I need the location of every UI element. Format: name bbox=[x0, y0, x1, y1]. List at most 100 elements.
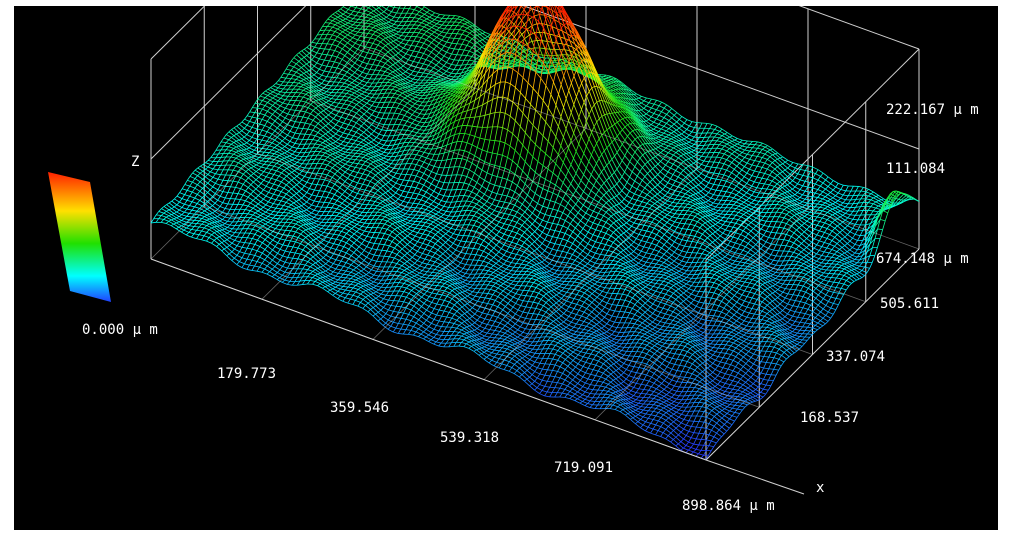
mesh-line bbox=[668, 168, 671, 172]
mesh-line bbox=[732, 136, 737, 139]
mesh-line bbox=[777, 201, 780, 204]
mesh-line bbox=[371, 27, 374, 30]
mesh-line bbox=[381, 6, 386, 9]
mesh-line bbox=[653, 158, 658, 164]
mesh-line bbox=[740, 148, 745, 150]
mesh-line bbox=[797, 221, 802, 225]
mesh-line bbox=[444, 79, 449, 81]
mesh-line bbox=[775, 167, 778, 169]
mesh-line bbox=[699, 133, 702, 138]
mesh-line bbox=[804, 232, 809, 236]
mesh-line bbox=[404, 40, 409, 41]
mesh-line bbox=[814, 239, 819, 241]
mesh-line bbox=[467, 28, 472, 31]
mesh-line bbox=[370, 43, 373, 48]
mesh-line bbox=[729, 193, 732, 197]
mesh-line bbox=[825, 212, 828, 214]
mesh-line bbox=[828, 177, 833, 181]
mesh-line bbox=[732, 141, 737, 144]
mesh-line bbox=[447, 29, 450, 33]
mesh-line bbox=[412, 13, 417, 14]
mesh-line bbox=[845, 228, 850, 232]
mesh-line bbox=[747, 144, 750, 147]
mesh-line bbox=[389, 12, 392, 15]
mesh-line bbox=[855, 240, 858, 244]
mesh-line bbox=[729, 162, 732, 165]
mesh-line bbox=[703, 189, 708, 192]
mesh-line bbox=[425, 7, 430, 10]
mesh-line bbox=[692, 137, 695, 140]
mesh-line bbox=[747, 159, 750, 163]
mesh-line bbox=[656, 149, 661, 153]
mesh-line bbox=[353, 11, 358, 12]
mesh-line bbox=[734, 189, 739, 192]
mesh-line bbox=[835, 220, 840, 224]
mesh-line bbox=[401, 68, 406, 72]
mesh-line bbox=[350, 46, 353, 49]
mesh-line bbox=[641, 103, 646, 106]
mesh-line bbox=[765, 147, 770, 150]
mesh-line bbox=[398, 43, 401, 45]
mesh-line bbox=[441, 56, 444, 59]
mesh-line bbox=[421, 64, 424, 68]
mesh-line bbox=[731, 183, 736, 186]
mesh-line bbox=[704, 161, 709, 162]
mesh-line bbox=[852, 253, 855, 255]
mesh-line bbox=[396, 25, 399, 28]
mesh-line bbox=[398, 51, 401, 53]
mesh-line bbox=[885, 213, 888, 221]
mesh-line bbox=[406, 45, 411, 46]
mesh-line bbox=[803, 175, 808, 176]
mesh-line bbox=[363, 33, 368, 34]
mesh-line bbox=[424, 43, 429, 46]
mesh-line bbox=[722, 142, 727, 144]
mesh-line bbox=[444, 33, 447, 37]
mesh-line bbox=[805, 215, 808, 217]
mesh-line bbox=[823, 180, 826, 183]
mesh-line bbox=[442, 40, 447, 42]
mesh-line bbox=[704, 133, 707, 138]
mesh-line bbox=[838, 207, 843, 209]
mesh-line bbox=[727, 170, 732, 173]
mesh-line bbox=[736, 200, 739, 202]
mesh-line bbox=[817, 241, 820, 245]
mesh-line bbox=[782, 203, 785, 205]
mesh-line bbox=[384, 9, 387, 12]
mesh-line bbox=[651, 125, 656, 127]
mesh-line bbox=[701, 164, 706, 166]
mesh-line bbox=[744, 195, 749, 198]
axis-grid bbox=[151, 6, 919, 460]
mesh-line bbox=[822, 218, 827, 220]
mesh-line bbox=[608, 81, 613, 83]
mesh-line bbox=[664, 123, 667, 126]
mesh-line bbox=[845, 218, 848, 220]
mesh-line bbox=[439, 49, 442, 52]
mesh-line bbox=[707, 123, 712, 124]
mesh-line bbox=[828, 201, 833, 204]
mesh-line bbox=[745, 157, 750, 159]
mesh-line bbox=[403, 54, 406, 57]
plot-viewport[interactable]: Z x 222.167 µ m 111.084 674.148 µ m 505.… bbox=[14, 6, 998, 530]
mesh-line bbox=[832, 214, 835, 215]
mesh-line bbox=[735, 145, 740, 148]
mesh-line bbox=[706, 166, 711, 167]
surface-plot[interactable]: Z x 222.167 µ m 111.084 674.148 µ m 505.… bbox=[14, 6, 998, 530]
mesh-line bbox=[786, 220, 789, 224]
mesh-line bbox=[353, 19, 358, 20]
mesh-line bbox=[745, 144, 750, 145]
mesh-line bbox=[760, 149, 763, 152]
mesh-line bbox=[389, 20, 392, 22]
mesh-line bbox=[396, 62, 399, 64]
mesh-line bbox=[439, 28, 444, 29]
mesh-line bbox=[843, 200, 846, 203]
mesh-line bbox=[828, 192, 831, 194]
mesh-line bbox=[416, 29, 421, 30]
mesh-line bbox=[675, 177, 678, 181]
mesh-line bbox=[711, 203, 714, 205]
mesh-line bbox=[817, 217, 822, 218]
mesh-line bbox=[790, 166, 795, 168]
mesh-line bbox=[827, 238, 832, 240]
mesh-line bbox=[606, 75, 611, 76]
mesh-line bbox=[770, 157, 775, 161]
mesh-line bbox=[790, 163, 793, 166]
